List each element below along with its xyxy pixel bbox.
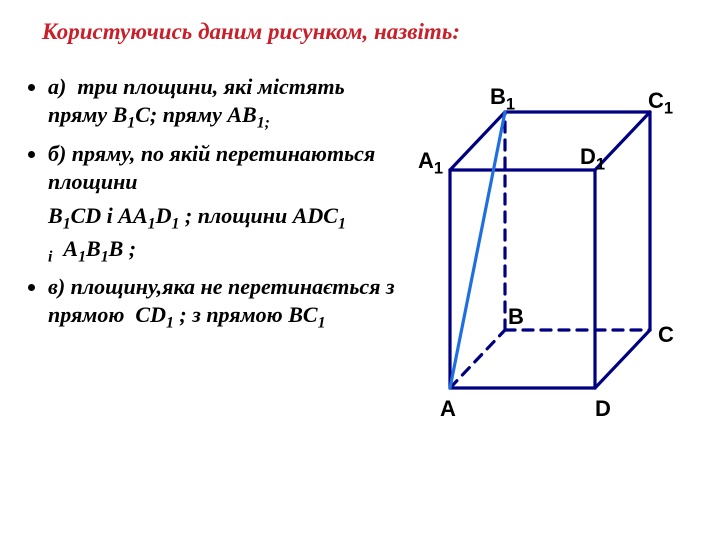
bullet-c-text: в) площину,яка не перетинається з прямою… <box>48 274 395 327</box>
bullet-a: а) три площини, які містять пряму B1C; п… <box>48 73 408 134</box>
vertex-label-A1: A1 <box>418 148 443 178</box>
bullet-list: а) три площини, які містять пряму B1C; п… <box>28 73 408 196</box>
vertex-label-B: B <box>508 304 524 330</box>
bullet-b-cont: B1CD і AA1D1 ; площини ADC1 і A1B1B ; <box>48 202 408 267</box>
cube-diagram: ABCDA1B1C1D1 <box>390 90 690 450</box>
slide-title: Користуючись даним рисунком, назвіть: <box>28 18 692 47</box>
bullet-b: б) пряму, по якій перетинаються площини <box>48 140 408 196</box>
vertex-label-D1: D1 <box>580 144 605 174</box>
cube-svg <box>390 90 690 450</box>
vertex-label-A: A <box>440 396 456 422</box>
vertex-label-B1: B1 <box>490 84 515 114</box>
vertex-label-C: C <box>658 322 674 348</box>
vertex-label-D: D <box>595 396 611 422</box>
bullet-a-text: а) три площини, які містять пряму B1C; п… <box>48 74 345 127</box>
vertex-label-C1: C1 <box>648 88 673 118</box>
bullet-c: в) площину,яка не перетинається з прямою… <box>48 273 408 334</box>
bullet-b-text: б) пряму, по якій перетинаються площини <box>48 141 375 194</box>
bullet-list-2: в) площину,яка не перетинається з прямою… <box>28 273 408 334</box>
